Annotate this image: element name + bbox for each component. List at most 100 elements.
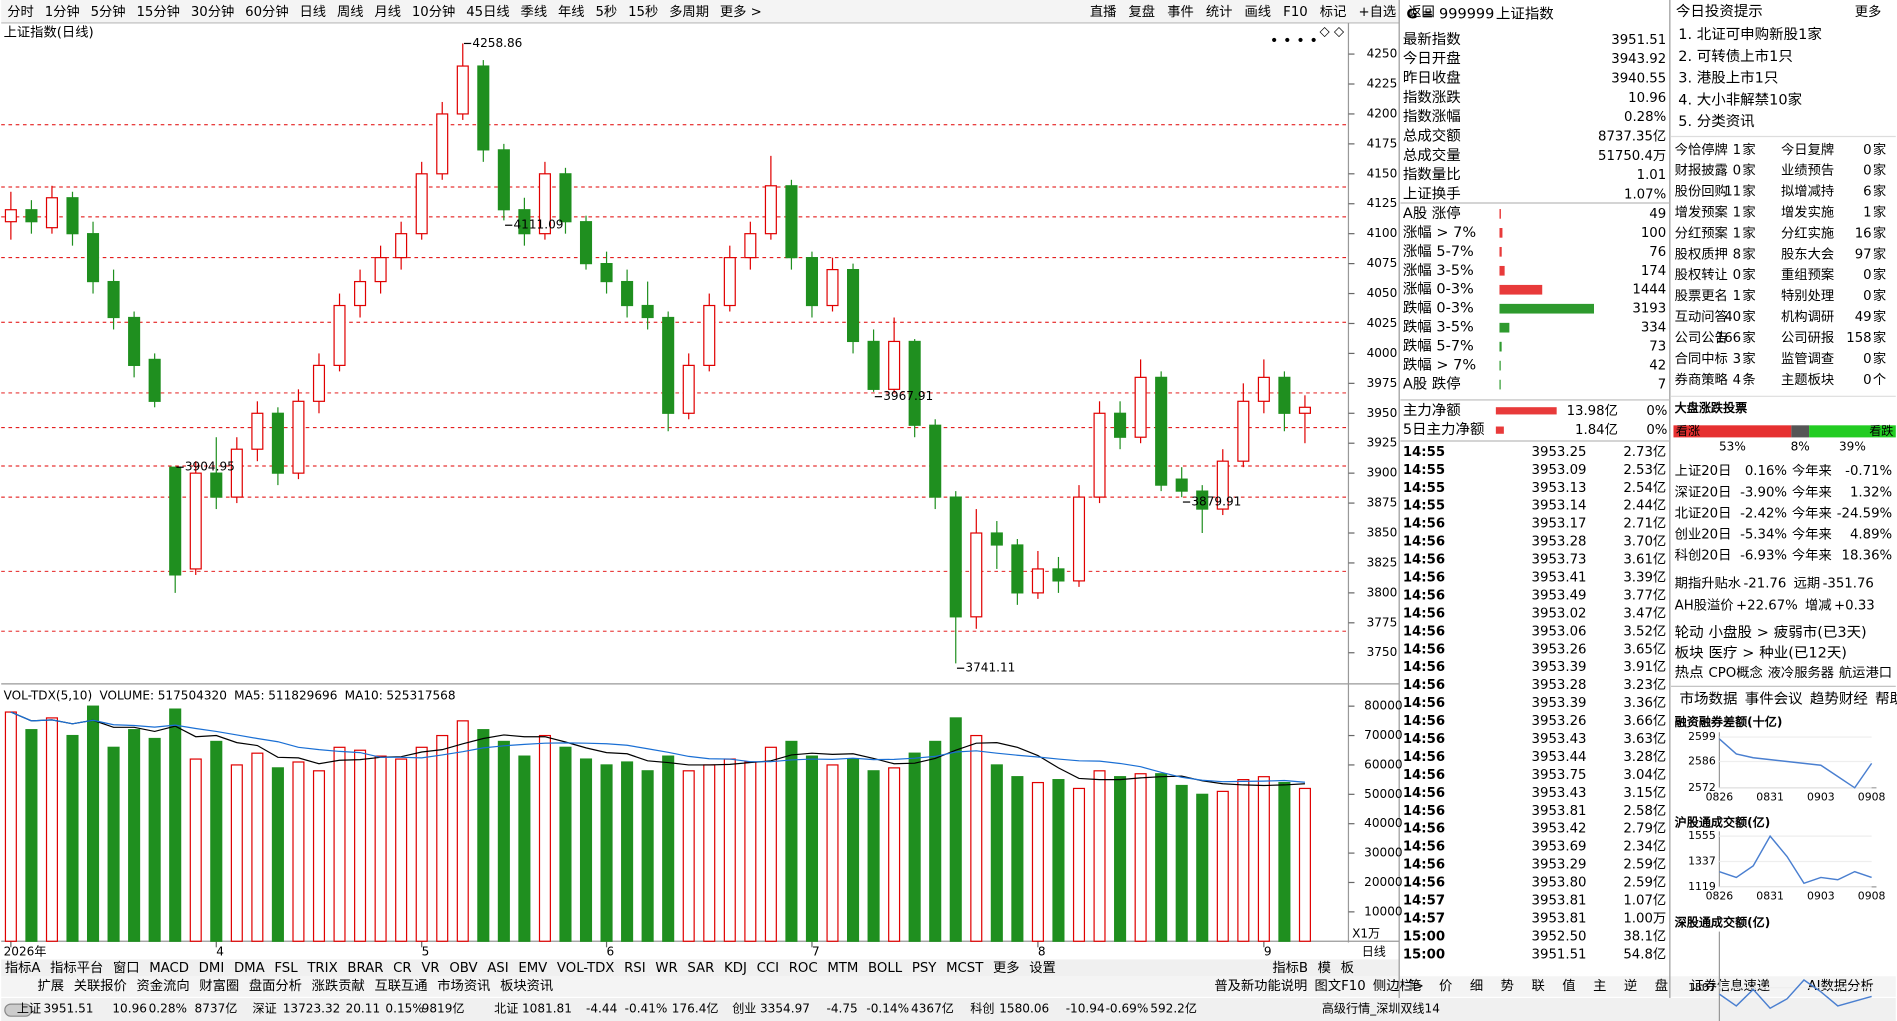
extension-tab[interactable]: 市场资讯 — [437, 977, 490, 994]
indicator-tab[interactable]: CR — [393, 961, 412, 976]
indicator-tab[interactable]: BRAR — [347, 961, 383, 976]
period-tab[interactable]: 周线 — [337, 4, 364, 20]
bottom-tab[interactable]: AI数据分析 — [1808, 978, 1874, 994]
tip-grid-label[interactable]: 股权质押 — [1675, 245, 1728, 262]
period-tab[interactable]: 15分钟 — [136, 3, 179, 20]
info-tab[interactable]: 事件会议 — [1745, 691, 1803, 708]
bottom-tab[interactable]: 细 — [1470, 978, 1483, 994]
extension-tab[interactable]: 涨跌贡献 — [312, 978, 365, 994]
tip-grid-label[interactable]: 合同中标 — [1675, 351, 1728, 367]
tip-grid-label[interactable]: 今日复牌 — [1781, 141, 1834, 158]
toolbar-button[interactable]: 标记 — [1320, 4, 1347, 20]
tip-grid-label[interactable]: 机构调研 — [1781, 309, 1834, 325]
bottom-tab[interactable]: 笔 — [1408, 978, 1421, 994]
period-tab[interactable]: 月线 — [374, 4, 401, 20]
bottom-tab[interactable]: 值 — [1562, 978, 1575, 994]
indicator-tab[interactable]: 板 — [1341, 960, 1354, 976]
indicator-tab[interactable]: MCST — [946, 961, 984, 976]
tip-grid-label[interactable]: 股票更名 — [1675, 288, 1728, 304]
toolbar-button[interactable]: 返回 — [1408, 4, 1435, 20]
toolbar-button[interactable]: 统计 — [1206, 4, 1233, 20]
period-tab[interactable]: 季线 — [521, 4, 548, 20]
bottom-tab[interactable]: 主 — [1593, 978, 1606, 994]
indicator-tab[interactable]: 指标B — [1272, 960, 1308, 976]
period-tab[interactable]: 更多 > — [720, 3, 762, 20]
indicator-tab[interactable]: VR — [421, 961, 439, 976]
period-tab[interactable]: 日线 — [300, 4, 327, 20]
indicator-tab[interactable]: 模 — [1318, 960, 1331, 976]
info-tab[interactable]: 趋势财经 — [1810, 691, 1868, 708]
tip-grid-label[interactable]: 分红实施 — [1781, 225, 1834, 241]
extension-tab[interactable]: 财富圈 — [199, 977, 239, 994]
indicator-tab[interactable]: VOL-TDX — [557, 961, 614, 976]
toolbar-button[interactable]: F10 — [1283, 5, 1308, 20]
period-tab[interactable]: 60分钟 — [245, 3, 288, 20]
bottom-tab[interactable]: 价 — [1439, 979, 1452, 994]
indicator-tab[interactable]: ROC — [789, 961, 818, 976]
toolbar-button[interactable]: 事件 — [1167, 4, 1194, 20]
indicator-tab[interactable]: 窗口 — [113, 959, 140, 976]
tip-item[interactable]: 2. 可转债上市 — [1678, 48, 1769, 65]
tip-grid-label[interactable]: 股份回购 — [1675, 184, 1728, 200]
bottom-tab[interactable]: 联 — [1531, 978, 1544, 994]
tip-grid-label[interactable]: 互动问答 — [1675, 308, 1728, 325]
info-tab[interactable]: 帮助 — [1875, 691, 1897, 708]
tip-grid-label[interactable]: 财报披露 — [1675, 163, 1728, 179]
indicator-tab[interactable]: EMV — [518, 961, 547, 976]
extension-tab[interactable]: 盘面分析 — [249, 977, 302, 994]
tip-grid-label[interactable]: 增发预案 — [1675, 205, 1728, 221]
bottom-tab[interactable]: 证券信息速递 — [1690, 977, 1770, 994]
bottom-tab[interactable]: 逆 — [1624, 978, 1637, 994]
extension-tab[interactable]: 关联报价 — [74, 978, 127, 994]
period-tab[interactable]: 10分钟 — [412, 3, 455, 20]
period-tab[interactable]: 多周期 — [669, 3, 709, 20]
extension-tab[interactable]: 图文F10 — [1315, 978, 1366, 994]
period-tab[interactable]: 5分钟 — [91, 3, 126, 20]
indicator-tab[interactable]: MACD — [149, 961, 189, 976]
indicator-tab[interactable]: CCI — [757, 961, 779, 976]
tips-more[interactable]: 更多 — [1855, 3, 1882, 20]
period-tab[interactable]: 年线 — [558, 4, 585, 20]
hot-item[interactable]: CPO概念 — [1708, 664, 1762, 681]
toolbar-button[interactable]: 复盘 — [1129, 3, 1156, 20]
tip-item[interactable]: 5. 分类资讯 — [1678, 113, 1755, 130]
indicator-tab[interactable]: 设置 — [1029, 960, 1056, 976]
indicator-tab[interactable]: FSL — [274, 961, 298, 976]
indicator-tab[interactable]: 更多 — [993, 959, 1020, 976]
period-tab[interactable]: 5秒 — [595, 4, 617, 20]
indicator-tab[interactable]: DMA — [234, 961, 265, 976]
indicator-tab[interactable]: MTM — [827, 961, 858, 976]
indicator-tab[interactable]: 指标A — [5, 960, 41, 976]
tip-grid-label[interactable]: 业绩预告 — [1781, 163, 1834, 179]
indicator-tab[interactable]: TRIX — [306, 961, 337, 976]
period-tab[interactable]: 15秒 — [628, 4, 658, 20]
indicator-tab[interactable]: PSY — [912, 961, 937, 976]
tip-item[interactable]: 4. 大小非解禁 — [1678, 91, 1769, 108]
toolbar-button[interactable]: +自选 — [1358, 4, 1396, 20]
extension-tab[interactable]: 扩展 — [37, 978, 64, 994]
extension-tab[interactable]: 资金流向 — [137, 978, 190, 994]
tip-grid-label[interactable]: 今恰停牌 — [1675, 141, 1728, 158]
period-tab[interactable]: 45日线 — [466, 4, 509, 20]
tip-grid-label[interactable]: 股东大会 — [1781, 246, 1834, 262]
tip-grid-label[interactable]: 券商策略 — [1675, 371, 1729, 388]
tip-grid-label[interactable]: 主题板块 — [1781, 372, 1834, 388]
tip-grid-label[interactable]: 分红预案 — [1675, 225, 1728, 241]
indicator-tab[interactable]: KDJ — [724, 961, 747, 976]
bottom-tab[interactable]: 势 — [1501, 978, 1514, 994]
extension-tab[interactable]: 互联互通 — [374, 978, 427, 994]
indicator-tab[interactable]: BOLL — [868, 961, 903, 976]
period-tab[interactable]: 30分钟 — [191, 3, 234, 20]
tip-grid-label[interactable]: 股权转让 — [1675, 266, 1728, 283]
extension-tab[interactable]: 板块资讯 — [500, 978, 553, 994]
hot-item[interactable]: 航运港口 — [1839, 665, 1892, 681]
indicator-tab[interactable]: 指标平台 — [50, 960, 103, 976]
toolbar-button[interactable]: 画线 — [1245, 4, 1272, 20]
tip-grid-label[interactable]: 拟增减持 — [1781, 184, 1834, 200]
period-tab[interactable]: 分时 — [7, 4, 34, 20]
extension-tab[interactable]: 侧边栏> — [1373, 978, 1424, 994]
indicator-tab[interactable]: WR — [655, 961, 677, 976]
indicator-tab[interactable]: ASI — [487, 961, 508, 976]
tip-grid-label[interactable]: 公司研报 — [1781, 330, 1834, 346]
indicator-tab[interactable]: DMI — [199, 961, 225, 976]
